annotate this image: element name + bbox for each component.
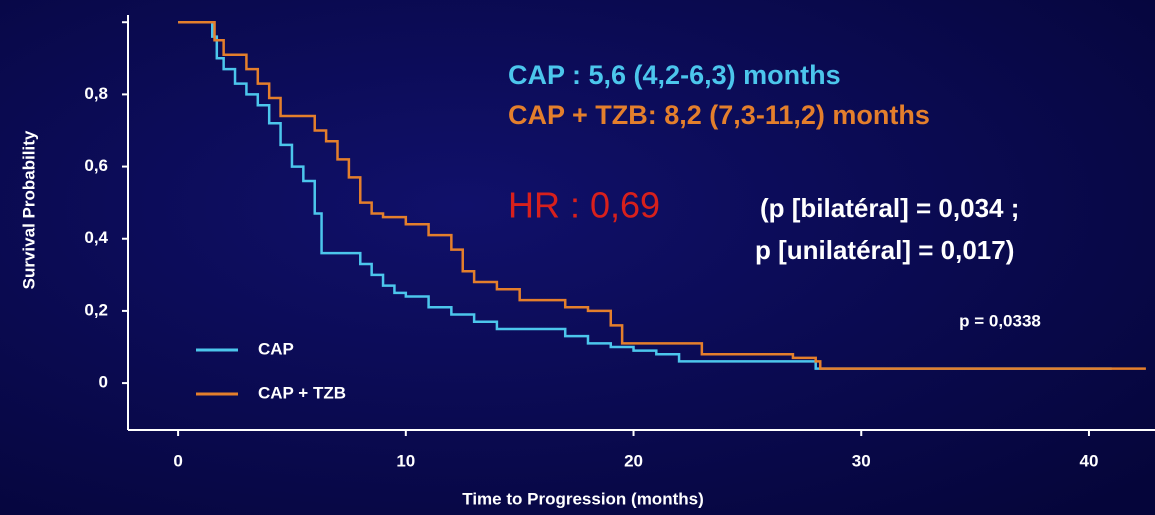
y-tick-label: 0,6	[84, 156, 108, 175]
y-tick-label: 0	[99, 373, 108, 392]
y-tick-label: 0,4	[84, 228, 108, 247]
annotation: p [unilatéral] = 0,017)	[755, 235, 1014, 265]
x-tick-label: 10	[396, 451, 415, 470]
annotation: CAP + TZB: 8,2 (7,3-11,2) months	[508, 100, 930, 130]
legend-label: CAP	[258, 339, 294, 358]
annotation: p = 0,0338	[959, 311, 1041, 330]
annotation: CAP : 5,6 (4,2-6,3) months	[508, 60, 841, 90]
y-tick-label: 0,2	[84, 300, 108, 319]
survival-curve	[178, 20, 1146, 370]
x-tick-label: 0	[173, 451, 182, 470]
survival-curve	[178, 20, 1112, 370]
y-axis-label: Survival Probability	[19, 130, 38, 289]
x-tick-label: 40	[1080, 451, 1099, 470]
annotation: HR : 0,69	[508, 185, 660, 226]
legend-label: CAP + TZB	[258, 383, 346, 402]
y-tick-label: 0,8	[84, 84, 108, 103]
x-tick-label: 20	[624, 451, 643, 470]
x-tick-label: 30	[852, 451, 871, 470]
x-axis-label: Time to Progression (months)	[462, 489, 704, 508]
annotation: (p [bilatéral] = 0,034 ;	[760, 193, 1019, 223]
